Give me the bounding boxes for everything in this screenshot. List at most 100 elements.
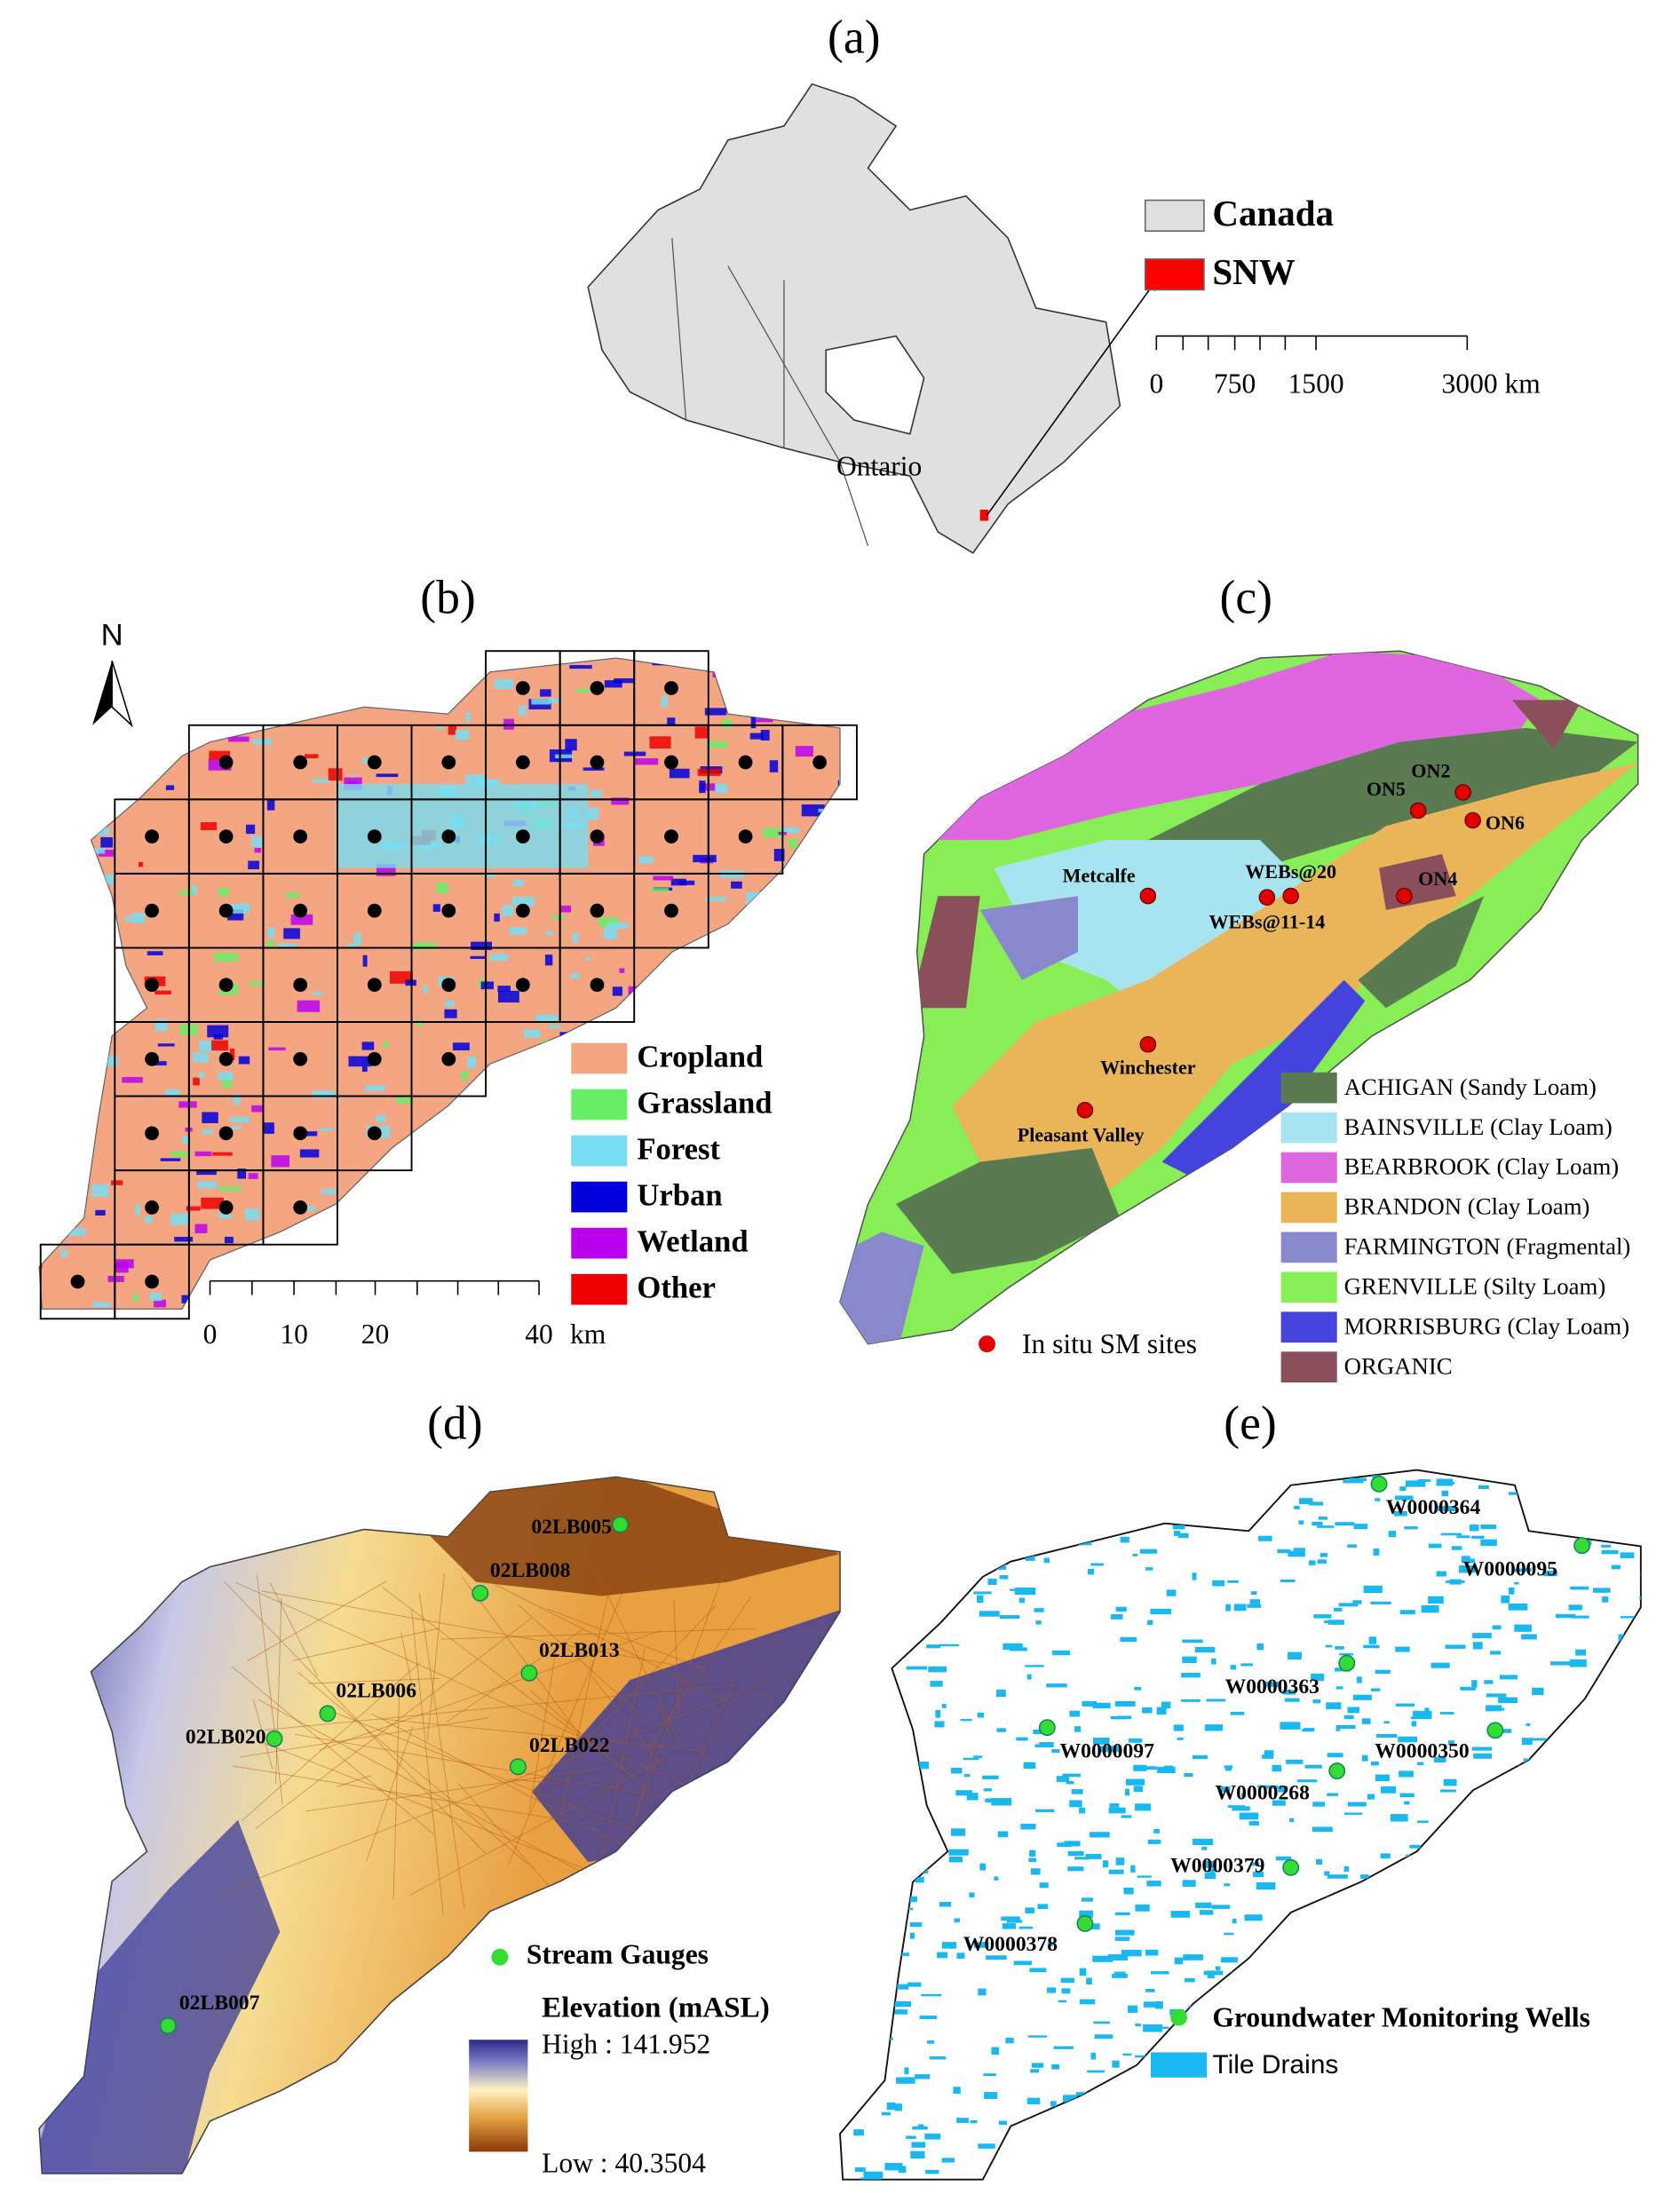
- grid-centroid: [738, 755, 753, 770]
- tile-drain: [1375, 2113, 1396, 2121]
- tile-drain: [1439, 1789, 1456, 1793]
- tile-drain: [1272, 1800, 1286, 1806]
- panel-label: (e): [1224, 1397, 1276, 1450]
- patch: [535, 1014, 559, 1024]
- tile-drain: [1071, 1789, 1083, 1794]
- stream: [218, 1681, 770, 1894]
- tile-drain: [1613, 2090, 1620, 2094]
- tile-drain: [1286, 1759, 1304, 1764]
- tile-drain: [1242, 1988, 1251, 1992]
- tile-drain: [1440, 1533, 1462, 1536]
- grid-centroid: [145, 978, 159, 993]
- tile-drain: [1327, 2083, 1348, 2087]
- tile-drain: [1596, 1865, 1604, 1868]
- legend-label: FARMINGTON (Fragmental): [1344, 1233, 1631, 1260]
- tile-drain: [1648, 1853, 1658, 1857]
- patch: [455, 730, 470, 741]
- tile-drain: [1278, 1786, 1288, 1793]
- tile-drain: [1288, 1651, 1302, 1660]
- stream: [337, 1775, 371, 1787]
- stream: [400, 1631, 414, 1689]
- tile-drain: [1569, 2039, 1589, 2043]
- well-label: W0000097: [1060, 1739, 1155, 1762]
- patch: [512, 1158, 525, 1168]
- tile-drain: [1110, 1614, 1123, 1620]
- patch: [218, 1186, 242, 1192]
- tile-drain: [1068, 2122, 1078, 2126]
- tile-drain: [1272, 1764, 1282, 1772]
- patch: [131, 913, 146, 923]
- tile-drain: [1240, 1663, 1253, 1667]
- legend-label: Cropland: [637, 1040, 763, 1074]
- tile-drain: [1284, 2161, 1295, 2169]
- tile-drain: [1135, 2023, 1141, 2027]
- patch: [612, 986, 622, 996]
- patch: [209, 750, 231, 760]
- tile-drain: [1492, 1625, 1502, 1630]
- patch: [319, 1128, 334, 1131]
- tile-drain: [1616, 2112, 1637, 2117]
- patch: [181, 1136, 189, 1144]
- tile-drain: [1646, 2009, 1663, 2012]
- tile-drain: [898, 1859, 914, 1865]
- tile-drain: [882, 1503, 899, 1507]
- patch: [495, 1100, 504, 1106]
- grid-cell: [337, 1095, 413, 1172]
- gauge-label: 02LB013: [539, 1639, 620, 1662]
- tile-drain: [1395, 1646, 1410, 1652]
- scale-label: 3000 km: [1442, 368, 1541, 399]
- patch: [149, 1293, 162, 1302]
- patch: [739, 1257, 755, 1270]
- patch: [808, 954, 829, 968]
- tile-drain: [1001, 1916, 1020, 1921]
- tile-drain: [1470, 2050, 1481, 2056]
- grid-centroid: [145, 1051, 159, 1066]
- grid-centroid: [441, 829, 456, 844]
- tile-drain: [1576, 2141, 1587, 2147]
- tile-drain: [887, 1740, 903, 1748]
- tile-drain: [948, 1856, 963, 1863]
- site-label: WEBs@20: [1245, 860, 1336, 883]
- tile-drain: [970, 1501, 985, 1509]
- tile-drain: [1280, 1580, 1296, 1583]
- tile-drain: [1269, 2125, 1280, 2133]
- patch: [107, 1275, 124, 1282]
- tile-drain: [948, 1849, 969, 1856]
- tile-drain: [1383, 1721, 1390, 1723]
- tile-drain: [1115, 1606, 1127, 1612]
- monitoring-well: [1328, 1762, 1346, 1779]
- tile-drain: [895, 1612, 910, 1620]
- patch: [823, 1195, 840, 1208]
- patch: [844, 1053, 860, 1064]
- grid-centroid: [293, 829, 308, 844]
- tile-drain: [1495, 2150, 1516, 2154]
- tile-drain: [863, 2019, 883, 2025]
- tile-drain: [1466, 1982, 1485, 1988]
- tile-drain: [1335, 1667, 1348, 1672]
- tile-drain: [983, 2073, 996, 2077]
- tile-drain: [1343, 1866, 1350, 1873]
- patch: [798, 1203, 820, 1211]
- patch: [756, 1228, 774, 1237]
- patch: [379, 695, 384, 709]
- site-label: ON4: [1418, 867, 1457, 890]
- tile-drain: [1356, 1893, 1365, 1897]
- tile-drain: [1030, 2069, 1040, 2073]
- tile-drain: [1519, 2055, 1529, 2063]
- tile-drain: [1056, 1776, 1070, 1782]
- tile-drain: [1298, 1520, 1304, 1525]
- tile-drain: [892, 1984, 909, 1990]
- patch: [181, 1295, 203, 1303]
- tile-drain: [1233, 1604, 1247, 1612]
- tile-drain: [1643, 1578, 1660, 1584]
- stream-gauge: [159, 2017, 177, 2034]
- tile-drain: [1395, 1495, 1414, 1501]
- tile-drain: [1249, 1599, 1261, 1604]
- stream: [507, 1778, 568, 1786]
- tile-drain: [841, 1983, 847, 1990]
- tile-drain: [1491, 2132, 1500, 2135]
- grid-centroid: [218, 978, 234, 993]
- tile-drain: [915, 1580, 923, 1588]
- tile-drain: [941, 1704, 947, 1708]
- legend-label: Stream Gauges: [527, 1938, 709, 1969]
